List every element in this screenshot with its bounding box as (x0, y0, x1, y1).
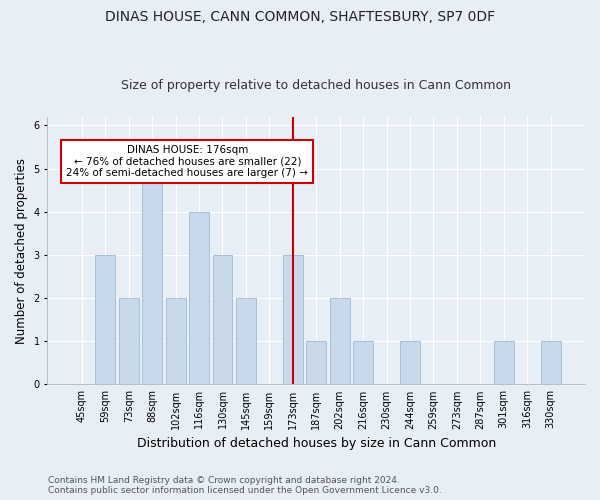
Bar (236, 298, 256, 384)
Bar (329, 298, 350, 384)
Text: DINAS HOUSE: 176sqm
← 76% of detached houses are smaller (22)
24% of semi-detach: DINAS HOUSE: 176sqm ← 76% of detached ho… (67, 145, 308, 178)
Bar (494, 342, 514, 384)
Bar (166, 298, 185, 384)
Y-axis label: Number of detached properties: Number of detached properties (15, 158, 28, 344)
Text: DINAS HOUSE, CANN COMMON, SHAFTESBURY, SP7 0DF: DINAS HOUSE, CANN COMMON, SHAFTESBURY, S… (105, 10, 495, 24)
Bar (283, 255, 303, 384)
Bar (189, 212, 209, 384)
Bar (119, 298, 139, 384)
Bar (142, 168, 162, 384)
Bar (95, 255, 115, 384)
Bar (306, 342, 326, 384)
Bar (400, 342, 420, 384)
X-axis label: Distribution of detached houses by size in Cann Common: Distribution of detached houses by size … (137, 437, 496, 450)
Text: Contains HM Land Registry data © Crown copyright and database right 2024.
Contai: Contains HM Land Registry data © Crown c… (48, 476, 442, 495)
Bar (541, 342, 560, 384)
Bar (212, 255, 232, 384)
Bar (353, 342, 373, 384)
Title: Size of property relative to detached houses in Cann Common: Size of property relative to detached ho… (121, 79, 511, 92)
